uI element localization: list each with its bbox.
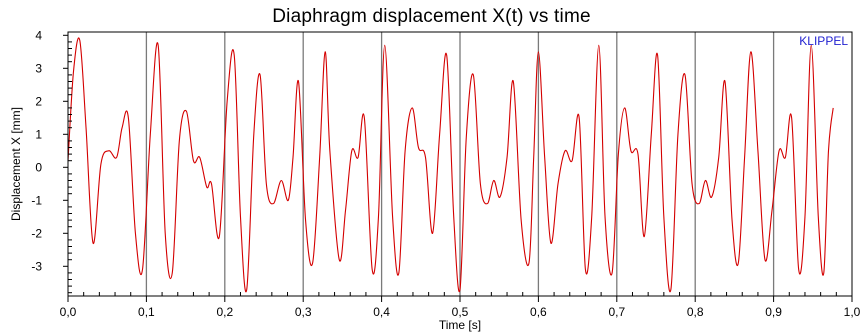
y-tick-label: 1 [35, 127, 42, 141]
x-tick-label: 0,4 [373, 305, 390, 319]
y-tick-label: 0 [35, 160, 42, 174]
y-tick-label: 4 [35, 28, 42, 42]
y-tick-label: -2 [31, 226, 42, 240]
x-tick-label: 0,5 [452, 305, 469, 319]
x-axis-title: Time [s] [439, 318, 481, 332]
series-layer [67, 37, 834, 293]
axis-ticks [63, 34, 853, 302]
x-tick-label: 0,7 [608, 305, 625, 319]
y-axis-title: Displacement X [mm] [9, 107, 23, 221]
x-tick-label: 0,9 [765, 305, 782, 319]
x-tick-label: 0,2 [216, 305, 233, 319]
grid-lines [145, 32, 775, 296]
x-tick-label: 0,6 [530, 305, 547, 319]
x-tick-label: 0,0 [60, 305, 77, 319]
y-tick-label: 3 [35, 61, 42, 75]
x-tick-label: 0,3 [295, 305, 312, 319]
tick-labels: 0,0 0,1 0,2 0,3 0,4 0,5 0,6 0,7 0,8 0,9 1,0 -3 -2 -1 0… [31, 28, 860, 319]
klippel-watermark: KLIPPEL [799, 34, 848, 48]
y-tick-label: -3 [31, 259, 42, 273]
x-tick-label: 1,0 [844, 305, 861, 319]
series-line-0 [67, 37, 834, 293]
x-tick-label: 0,1 [138, 305, 155, 319]
y-tick-label: 2 [35, 94, 42, 108]
x-tick-label: 0,8 [687, 305, 704, 319]
chart-title: Diaphragm displacement X(t) vs time [272, 6, 591, 27]
y-tick-label: -1 [31, 193, 42, 207]
